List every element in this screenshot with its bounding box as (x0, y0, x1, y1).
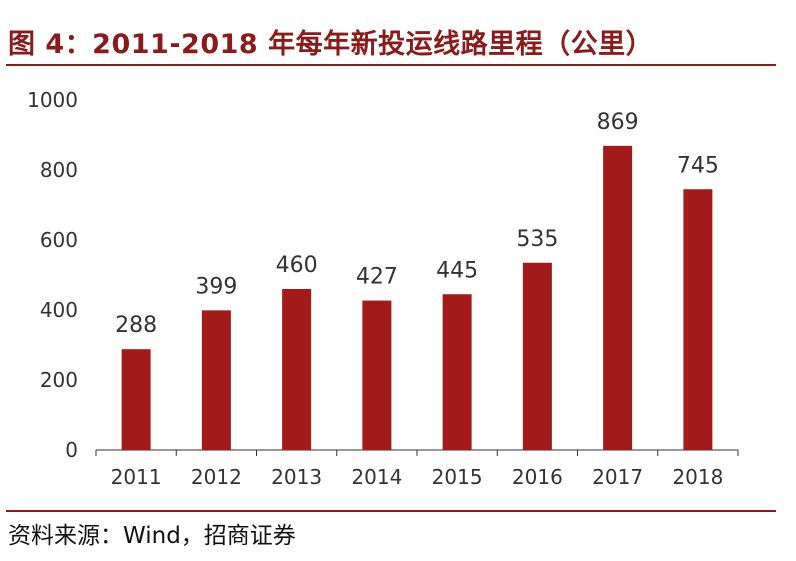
bars (121, 145, 713, 450)
source-divider (6, 510, 776, 512)
y-tick-label: 600 (40, 228, 78, 252)
x-tick-label: 2015 (432, 465, 483, 489)
y-axis-labels: 0 200 400 600 800 1000 (27, 88, 78, 462)
x-tick-label: 2012 (191, 465, 242, 489)
data-label-2012: 399 (195, 274, 237, 299)
x-tick-label: 2014 (351, 465, 402, 489)
bar-2014 (362, 300, 392, 450)
source-note: 资料来源：Wind，招商证券 (8, 523, 296, 549)
x-tick-label: 2011 (111, 465, 162, 489)
title-divider (6, 64, 776, 66)
data-label-2013: 460 (276, 253, 318, 278)
y-tick-label: 0 (65, 438, 78, 462)
bar-2016 (522, 262, 552, 450)
bar-2017 (603, 145, 633, 450)
data-label-2018: 745 (677, 153, 719, 178)
bar-2012 (201, 310, 231, 450)
x-tick-label: 2016 (512, 465, 563, 489)
x-tick-label: 2013 (271, 465, 322, 489)
x-tick-label: 2017 (592, 465, 643, 489)
data-label-2014: 427 (356, 265, 398, 290)
y-tick-label: 800 (40, 158, 78, 182)
y-tick-label: 400 (40, 298, 78, 322)
x-tick-label: 2018 (672, 465, 723, 489)
data-labels: 288 399 460 427 445 535 869 745 (115, 110, 719, 338)
y-tick-label: 200 (40, 368, 78, 392)
x-axis-ticks (95, 450, 739, 456)
data-label-2011: 288 (115, 313, 157, 338)
data-label-2017: 869 (597, 110, 639, 135)
bar-2011 (121, 349, 151, 450)
chart-title: 图 4：2011-2018 年每年新投运线路里程（公里） (8, 29, 654, 60)
bar-2013 (282, 289, 312, 450)
bar-2018 (683, 189, 713, 450)
data-label-2015: 445 (436, 258, 478, 283)
bar-2015 (442, 294, 472, 450)
x-axis-labels: 2011 2012 2013 2014 2015 2016 2017 2018 (111, 465, 724, 489)
y-tick-label: 1000 (27, 88, 78, 112)
data-label-2016: 535 (516, 227, 558, 252)
